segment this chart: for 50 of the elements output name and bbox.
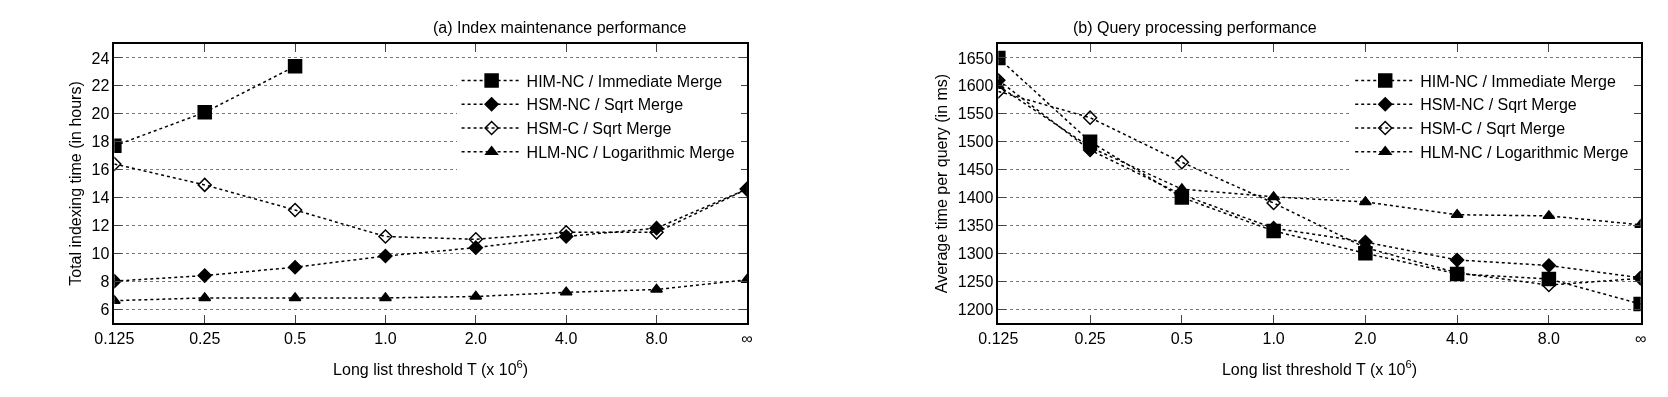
legend-label: HSM-C / Sqrt Merge xyxy=(526,120,672,138)
y-tick-label: 1200 xyxy=(957,300,994,318)
x-tick-label: 1.0 xyxy=(1262,329,1285,347)
x-tick-label: 0.125 xyxy=(94,329,135,347)
x-tick-label: 0.125 xyxy=(978,329,1019,347)
y-tick-label: 14 xyxy=(91,189,110,207)
y-tick-label: 1650 xyxy=(957,49,994,67)
y-tick-label: 1600 xyxy=(957,77,994,95)
y-tick-label: 1500 xyxy=(957,133,994,151)
y-tick-label: 1300 xyxy=(957,244,994,262)
y-tick-label: 1350 xyxy=(957,216,994,234)
x-axis-title: Long list threshold T (x 10$^{6}$) xyxy=(333,358,529,379)
legend-label: HLM-NC / Logarithmic Merge xyxy=(1420,144,1629,162)
x-tick-label: 4.0 xyxy=(1446,329,1469,347)
chart-title: (a) Index maintenance performance xyxy=(433,19,687,36)
x-axis-title: Long list threshold T (x 10$^{6}$) xyxy=(1221,358,1418,379)
legend-label: HIM-NC / Immediate Merge xyxy=(1420,72,1616,90)
y-tick-label: 1550 xyxy=(957,105,994,123)
x-tick-label: 2.0 xyxy=(1354,329,1377,347)
x-tick-label: ∞ xyxy=(1634,329,1647,347)
x-tick-label: 8.0 xyxy=(645,329,668,347)
x-tick-label: 0.5 xyxy=(283,329,307,347)
y-tick-label: 8 xyxy=(100,272,110,290)
legend-label: HSM-C / Sqrt Merge xyxy=(1420,120,1566,138)
y-tick-label: 24 xyxy=(91,49,110,67)
y-tick-label: 16 xyxy=(91,161,110,179)
legend-label: HIM-NC / Immediate Merge xyxy=(526,72,723,90)
x-tick-label: 0.5 xyxy=(1170,329,1194,347)
x-tick-label: 0.25 xyxy=(1074,329,1106,347)
y-tick-label: 1450 xyxy=(957,161,994,179)
y-tick-label: 1400 xyxy=(957,189,994,207)
x-tick-label: 0.25 xyxy=(189,329,221,347)
x-tick-label: 4.0 xyxy=(555,329,578,347)
legend-label: HSM-NC / Sqrt Merge xyxy=(1420,96,1577,114)
y-tick-label: 22 xyxy=(91,77,110,95)
y-tick-label: 1250 xyxy=(957,272,994,290)
y-tick-label: 12 xyxy=(91,216,110,234)
y-tick-label: 10 xyxy=(91,244,110,262)
legend-label: HLM-NC / Logarithmic Merge xyxy=(526,144,735,162)
x-tick-label: 1.0 xyxy=(374,329,397,347)
y-tick-label: 18 xyxy=(91,133,110,151)
y-axis-title: Total indexing time (in hours) xyxy=(67,81,84,286)
y-tick-label: 6 xyxy=(100,300,110,318)
x-tick-label: 8.0 xyxy=(1537,329,1561,347)
y-tick-label: 20 xyxy=(91,105,110,123)
y-axis-title: Average time per query (in ms) xyxy=(933,73,951,294)
legend-label: HSM-NC / Sqrt Merge xyxy=(526,96,684,114)
x-tick-label: 2.0 xyxy=(464,329,488,347)
x-tick-label: ∞ xyxy=(741,329,753,347)
chart-title: (b) Query processing performance xyxy=(1073,19,1317,36)
